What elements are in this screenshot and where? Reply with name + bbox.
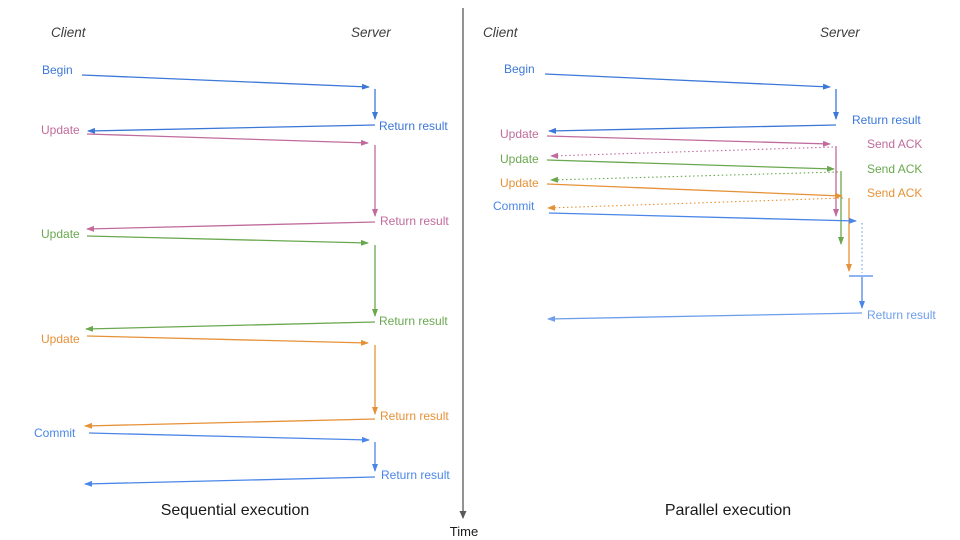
seq-begin-roundtrip — [81, 74, 378, 134]
par-client-header: Client — [483, 25, 518, 40]
seq-update1-label: Update — [41, 123, 80, 137]
seq-update3-label: Update — [41, 332, 80, 346]
par-ack2-label: Send ACK — [867, 162, 923, 176]
par-update3-label: Update — [500, 176, 539, 190]
par-begin-label: Begin — [504, 62, 535, 76]
par-ack3-dotted-line — [547, 197, 844, 211]
seq-update3-roundtrip — [84, 335, 378, 429]
par-ack1-label: Send ACK — [867, 137, 923, 151]
par-begin-roundtrip — [544, 73, 839, 134]
par-return1-label: Return result — [852, 113, 921, 127]
seq-commit-roundtrip — [84, 432, 378, 487]
seq-client-header: Client — [51, 25, 86, 40]
seq-update2-label: Update — [41, 227, 80, 241]
par-update1-pipelined — [546, 135, 839, 217]
seq-return4-label: Return result — [380, 409, 449, 423]
par-caption: Parallel execution — [664, 502, 792, 519]
par-ack1-dotted-line — [550, 146, 834, 159]
seq-update2-roundtrip — [85, 235, 378, 332]
par-update2-label: Update — [500, 152, 539, 166]
par-server-header: Server — [820, 25, 860, 40]
seq-return2-label: Return result — [380, 214, 449, 228]
par-commit-label: Commit — [493, 199, 535, 213]
par-update3-pipelined — [546, 183, 852, 272]
par-return5-label: Return result — [867, 308, 936, 322]
par-update1-label: Update — [500, 127, 539, 141]
seq-return5-label: Return result — [381, 468, 450, 482]
seq-caption: Sequential execution — [160, 502, 310, 519]
par-commit-roundtrip — [547, 212, 873, 322]
par-update2-pipelined — [546, 159, 844, 245]
par-ack3-label: Send ACK — [867, 186, 923, 200]
seq-commit-label: Commit — [34, 426, 76, 440]
seq-return3-label: Return result — [379, 314, 448, 328]
seq-return1-label: Return result — [379, 119, 448, 133]
par-ack2-dotted-line — [550, 171, 839, 183]
seq-begin-label: Begin — [42, 63, 73, 77]
seq-update1-roundtrip — [86, 133, 378, 232]
time-axis-label: Time — [449, 524, 479, 539]
seq-server-header: Server — [351, 25, 391, 40]
